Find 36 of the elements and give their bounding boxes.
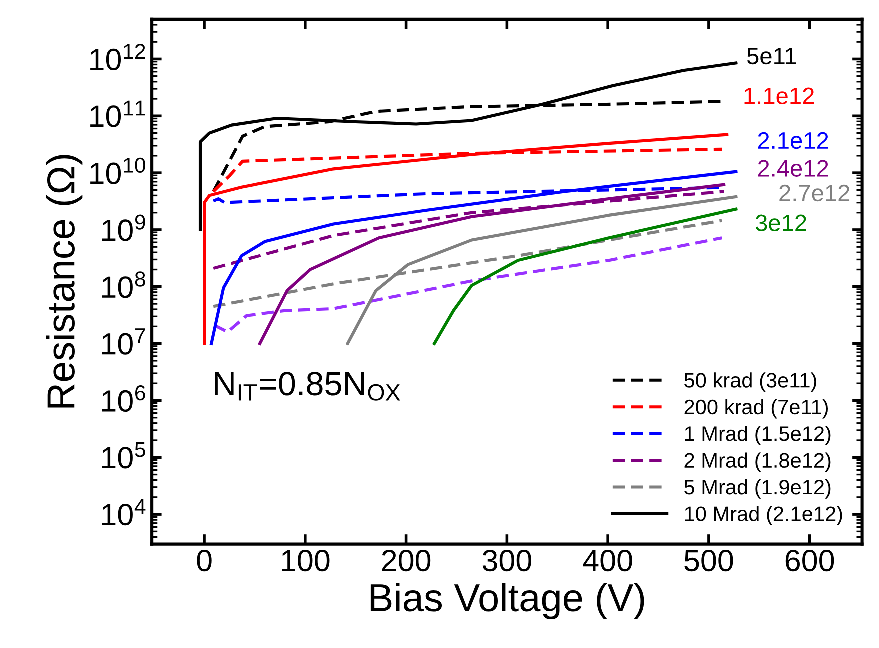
line-series [198,62,738,232]
y-tick-label: 10$^{9}$ [102,214,146,242]
y-tick-label: 10$^{8}$ [102,272,146,298]
x-tick-label: 200 [382,550,431,572]
x-tick-label: 500 [684,550,734,572]
y-axis-title: Resistance (Ω) [46,155,83,408]
x-axis-title: Bias Voltage (V) [370,583,644,620]
y-tick-label: 10$^{4}$ [102,499,146,526]
y-tick-label: 10$^{10}$ [90,158,146,184]
x-tick-label: 0 [197,550,212,572]
line-series [202,133,729,346]
legend-label: 2 Mrad (1.8e12) [684,452,831,472]
y-tick-label: 10$^{7}$ [102,328,146,355]
line-series [433,208,738,346]
x-tick-label: 400 [583,550,632,572]
legend-label: 200 krad (7e11) [684,399,828,419]
annotation: 3e12 [756,214,806,232]
x-tick-label: 300 [482,550,532,572]
y-tick-label: 10$^{5}$ [102,442,146,469]
annotation: 2.1e12 [758,132,828,150]
annotation: 2.7e12 [780,184,850,202]
y-tick-label: 10$^{6}$ [102,386,146,412]
line-series [210,170,738,346]
annotation: 2.4e12 [758,160,828,177]
y-tick-label: 10$^{12}$ [90,44,146,71]
y-tick-label: 10$^{11}$ [90,100,146,128]
legend-label: 50 krad (3e11) [684,372,816,392]
line-series [212,148,724,194]
legend-label: 5 Mrad (1.9e12) [684,479,831,499]
annotation: 1.1e12 [744,88,814,105]
x-tick-label: 600 [786,550,834,572]
annotation: N$_{IT}$=0.85N$_{OX}$ [215,372,400,401]
x-tick-label: 100 [282,550,330,572]
legend-label: 10 Mrad (2.1e12) [685,506,842,526]
legend-label: 1 Mrad (1.5e12) [685,426,831,446]
annotation: 5e11 [747,48,796,65]
